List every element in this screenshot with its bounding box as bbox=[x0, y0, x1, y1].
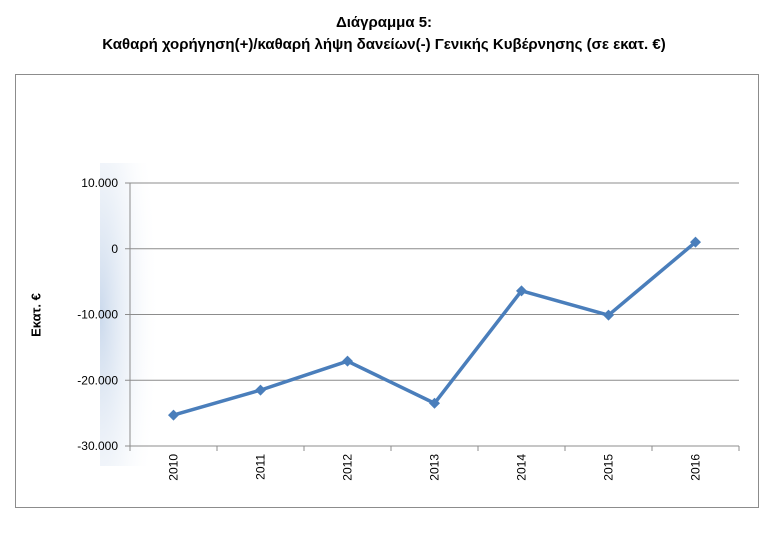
x-tick-label: 2012 bbox=[341, 454, 355, 481]
y-tick-label: -20.000 bbox=[77, 373, 118, 387]
x-tick-label: 2016 bbox=[689, 454, 703, 481]
y-tick-label: -30.000 bbox=[77, 439, 118, 453]
data-point-2011 bbox=[255, 384, 266, 396]
data-point-2014 bbox=[516, 285, 527, 297]
x-tick-label: 2015 bbox=[602, 454, 616, 481]
series-line bbox=[173, 240, 697, 417]
x-tick-label: 2014 bbox=[515, 454, 529, 481]
x-tick-label: 2011 bbox=[254, 454, 268, 480]
y-axis-title: Εκατ. € bbox=[28, 293, 44, 337]
chart-title-block: Διάγραμμα 5: Καθαρή χορήγηση(+)/καθαρή λ… bbox=[0, 12, 768, 56]
chart-subtitle: Καθαρή χορήγηση(+)/καθαρή λήψη δανείων(-… bbox=[102, 36, 666, 53]
data-point-2015 bbox=[603, 309, 614, 321]
x-tick-label: 2013 bbox=[428, 454, 442, 481]
data-point-2013 bbox=[429, 397, 440, 409]
y-tick-label: 0 bbox=[111, 242, 118, 256]
data-point-2010 bbox=[168, 409, 179, 421]
data-point-2012 bbox=[342, 355, 353, 367]
y-tick-label: -10.000 bbox=[77, 308, 118, 322]
y-tick-label: 10.000 bbox=[81, 176, 118, 190]
data-point-2016 bbox=[690, 236, 701, 248]
chart-title: Διάγραμμα 5: bbox=[335, 14, 433, 31]
x-tick-label: 2010 bbox=[167, 454, 181, 481]
